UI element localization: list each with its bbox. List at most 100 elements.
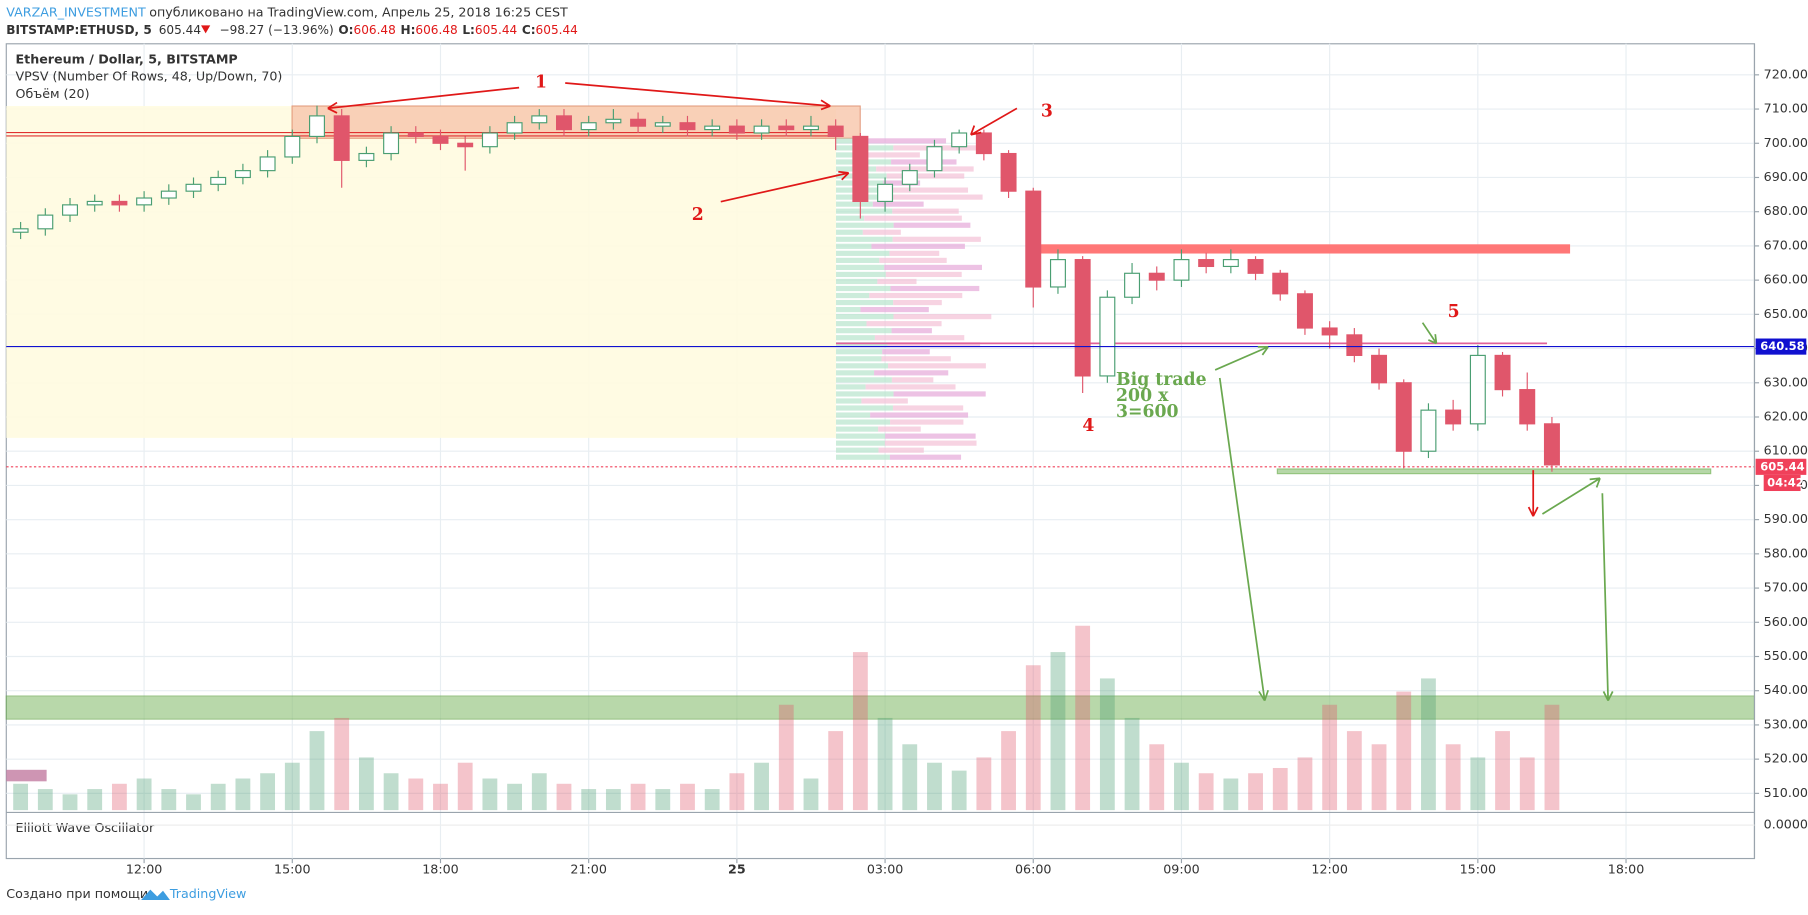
arrow bbox=[327, 86, 520, 114]
candle-body bbox=[1469, 354, 1486, 425]
volume-bar bbox=[1371, 744, 1387, 811]
y-tick-label: 630.00 bbox=[1764, 374, 1808, 389]
ohlc-value: 605.44 bbox=[475, 22, 518, 36]
profile-row bbox=[859, 138, 947, 144]
candle-body bbox=[86, 200, 103, 206]
volume-bar bbox=[877, 717, 893, 811]
profile-row bbox=[836, 243, 872, 249]
candle-body bbox=[1124, 272, 1141, 298]
profile-row bbox=[836, 405, 893, 411]
volume-bar bbox=[1174, 762, 1189, 811]
profile-row bbox=[889, 250, 940, 256]
y-tick-label: 610.00 bbox=[1764, 443, 1808, 458]
volume-bar bbox=[62, 794, 78, 811]
x-tick-label: 03:00 bbox=[867, 862, 903, 877]
volume-bar bbox=[1248, 773, 1263, 811]
volume-bar bbox=[433, 783, 448, 811]
candle-body bbox=[1148, 272, 1165, 281]
candle-body bbox=[802, 125, 819, 131]
arrow bbox=[1421, 322, 1438, 345]
volume-bar bbox=[655, 789, 671, 811]
candle-body bbox=[210, 176, 227, 185]
profile-row bbox=[867, 152, 920, 158]
annotation: 3=600 bbox=[1116, 402, 1179, 422]
profile-row bbox=[836, 433, 886, 439]
volume-bar bbox=[111, 783, 127, 811]
profile-row bbox=[881, 356, 951, 362]
author[interactable]: VARZAR_INVESTMENT bbox=[6, 4, 146, 19]
volume-bar bbox=[1050, 652, 1066, 811]
volume-bar bbox=[1099, 678, 1115, 811]
profile-row bbox=[882, 349, 930, 355]
candle-body bbox=[284, 135, 301, 158]
volume-bar bbox=[1124, 717, 1140, 811]
candle-body bbox=[704, 125, 721, 131]
candle-body bbox=[1222, 259, 1239, 268]
candle-body bbox=[605, 118, 622, 124]
candle-body bbox=[531, 115, 548, 124]
candle-body bbox=[1296, 293, 1313, 329]
profile-row bbox=[836, 229, 863, 235]
profile-row bbox=[836, 257, 880, 263]
profile-row bbox=[836, 391, 894, 397]
arrow bbox=[1527, 470, 1539, 517]
profile-row bbox=[864, 215, 962, 221]
footer-brand[interactable]: TradingView bbox=[169, 886, 246, 901]
published: опубликовано на TradingView.com, Апрель … bbox=[149, 4, 568, 19]
profile-row bbox=[890, 285, 980, 292]
profile-row bbox=[836, 419, 891, 425]
volume-bar bbox=[556, 783, 572, 811]
volume-bar bbox=[927, 762, 942, 811]
profile-row bbox=[874, 370, 949, 376]
profile-row bbox=[870, 412, 969, 418]
profile-row bbox=[887, 342, 981, 348]
profile-row bbox=[874, 335, 965, 341]
annotation-arrows-green bbox=[1214, 322, 1614, 702]
candle-body bbox=[383, 132, 400, 155]
y-tick-label: 510.00 bbox=[1764, 785, 1808, 800]
y-tick-label: 540.00 bbox=[1764, 682, 1808, 697]
candle-body bbox=[1000, 152, 1017, 192]
header: VARZAR_INVESTMENT опубликовано на Trading… bbox=[6, 4, 568, 19]
candle-body bbox=[259, 156, 276, 172]
volume-bar bbox=[803, 778, 819, 811]
volume-bar bbox=[704, 789, 720, 811]
volume-bar bbox=[976, 757, 992, 811]
candle-body bbox=[62, 204, 78, 216]
annotation: 1 bbox=[535, 72, 547, 92]
y-tick-label: 550.00 bbox=[1764, 648, 1808, 663]
profile-row bbox=[889, 454, 962, 460]
candle-body bbox=[1247, 259, 1264, 274]
volume-bar bbox=[161, 789, 177, 811]
x-tick-label: 18:00 bbox=[1608, 862, 1644, 877]
volume-profile bbox=[836, 138, 992, 460]
profile-row bbox=[861, 398, 908, 404]
x-tick-label: 25 bbox=[728, 862, 746, 877]
profile-row bbox=[836, 328, 892, 334]
candle-body bbox=[37, 214, 54, 230]
candle-body bbox=[333, 115, 350, 161]
y-tick-label: 530.00 bbox=[1764, 716, 1808, 731]
volume-bar bbox=[1544, 704, 1560, 811]
oscillator-label: Elliott Wave Oscillator bbox=[16, 820, 156, 835]
volume-bar bbox=[778, 704, 794, 811]
y-tick-label: 670.00 bbox=[1764, 237, 1808, 252]
profile-row bbox=[836, 264, 885, 271]
profile-row bbox=[836, 447, 879, 453]
candle-body bbox=[1371, 354, 1388, 384]
ohlc-label: O: bbox=[338, 22, 353, 36]
profile-row bbox=[836, 138, 860, 144]
candle-body bbox=[728, 125, 745, 134]
candle-body bbox=[136, 197, 153, 206]
volume-bar bbox=[1346, 731, 1362, 811]
indicator-label: VPSV (Number Of Rows, 48, Up/Down, 70) bbox=[16, 69, 283, 84]
volume-bar bbox=[1025, 665, 1041, 811]
volume-bar bbox=[1075, 625, 1091, 811]
x-tick-label: 15:00 bbox=[274, 862, 310, 877]
profile-row bbox=[891, 159, 957, 165]
symbol: BITSTAMP:ETHUSD, 5 bbox=[6, 22, 152, 36]
target-zone bbox=[5, 695, 1756, 720]
profile-row bbox=[836, 208, 893, 214]
ohlc-label: C: bbox=[522, 22, 536, 36]
